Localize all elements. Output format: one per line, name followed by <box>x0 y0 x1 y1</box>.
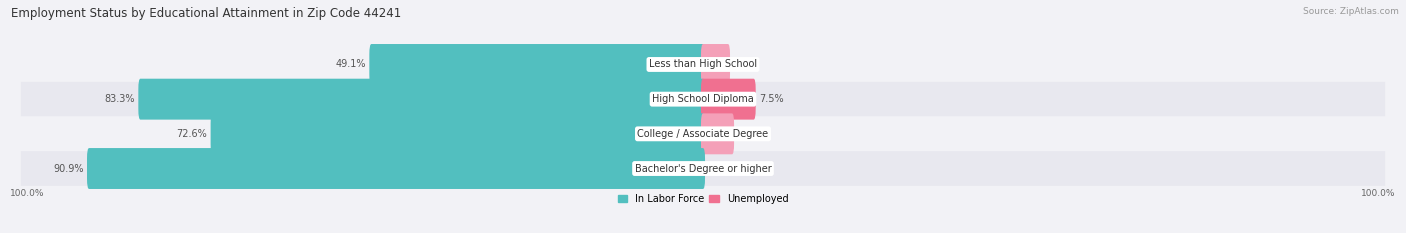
Text: High School Diploma: High School Diploma <box>652 94 754 104</box>
Text: 4.3%: 4.3% <box>738 129 762 139</box>
Text: 0.0%: 0.0% <box>709 164 733 174</box>
Text: Employment Status by Educational Attainment in Zip Code 44241: Employment Status by Educational Attainm… <box>11 7 402 20</box>
Text: 100.0%: 100.0% <box>1361 189 1396 198</box>
Text: 100.0%: 100.0% <box>10 189 45 198</box>
Text: College / Associate Degree: College / Associate Degree <box>637 129 769 139</box>
Text: Source: ZipAtlas.com: Source: ZipAtlas.com <box>1303 7 1399 16</box>
FancyBboxPatch shape <box>702 44 730 85</box>
FancyBboxPatch shape <box>702 79 755 120</box>
Text: 90.9%: 90.9% <box>53 164 83 174</box>
FancyBboxPatch shape <box>21 116 1385 151</box>
Text: Bachelor's Degree or higher: Bachelor's Degree or higher <box>634 164 772 174</box>
Text: 72.6%: 72.6% <box>177 129 207 139</box>
Text: Less than High School: Less than High School <box>650 59 756 69</box>
FancyBboxPatch shape <box>138 79 704 120</box>
FancyBboxPatch shape <box>370 44 704 85</box>
FancyBboxPatch shape <box>211 113 704 154</box>
Text: 83.3%: 83.3% <box>104 94 135 104</box>
Text: 3.7%: 3.7% <box>734 59 758 69</box>
FancyBboxPatch shape <box>87 148 704 189</box>
Text: 7.5%: 7.5% <box>759 94 783 104</box>
FancyBboxPatch shape <box>21 47 1385 82</box>
Text: 49.1%: 49.1% <box>336 59 366 69</box>
Legend: In Labor Force, Unemployed: In Labor Force, Unemployed <box>617 194 789 204</box>
FancyBboxPatch shape <box>702 113 734 154</box>
FancyBboxPatch shape <box>21 82 1385 116</box>
FancyBboxPatch shape <box>21 151 1385 186</box>
